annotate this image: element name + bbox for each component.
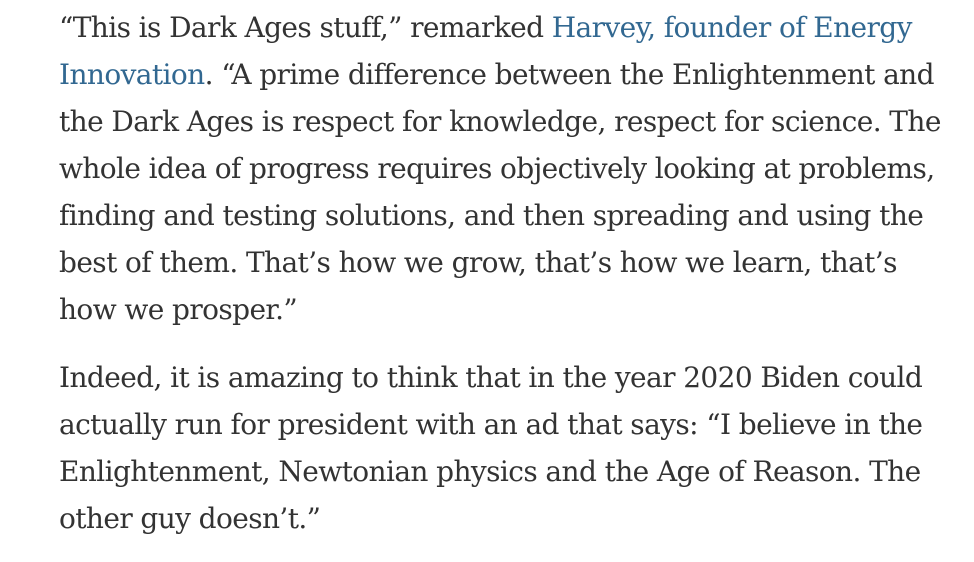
harvey-energy-innovation-link[interactable]: Harvey, founder of Energy Innovation xyxy=(59,11,912,91)
article-paragraph-quote: “This is Dark Ages stuff,” remarked Harv… xyxy=(59,4,959,333)
paragraph-text-before-link: “This is Dark Ages stuff,” remarked xyxy=(59,11,552,44)
article-paragraph-biden: Indeed, it is amazing to think that in t… xyxy=(59,361,923,535)
article-body: “This is Dark Ages stuff,” remarked Harv… xyxy=(59,4,959,542)
paragraph-text-after-link: . “A prime difference between the Enligh… xyxy=(59,58,941,326)
